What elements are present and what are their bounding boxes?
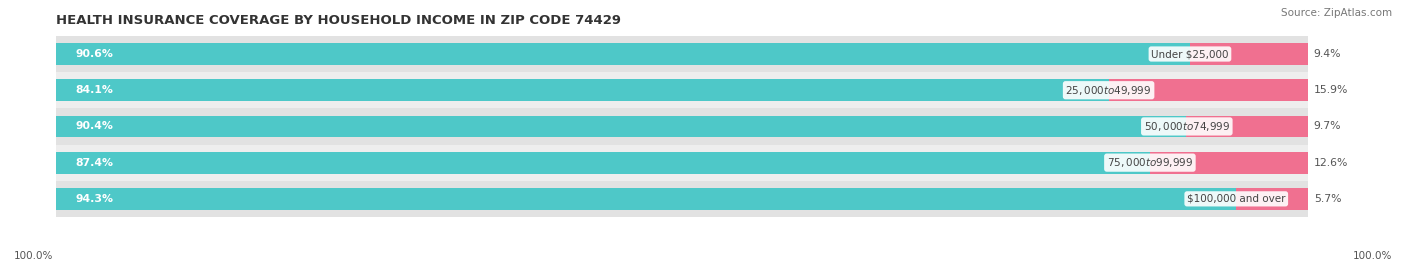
Bar <box>56 188 1236 210</box>
Text: HEALTH INSURANCE COVERAGE BY HOUSEHOLD INCOME IN ZIP CODE 74429: HEALTH INSURANCE COVERAGE BY HOUSEHOLD I… <box>56 14 621 27</box>
Bar <box>56 152 1150 174</box>
Bar <box>1150 152 1308 174</box>
Bar <box>56 79 1108 101</box>
Bar <box>1108 79 1308 101</box>
Text: Source: ZipAtlas.com: Source: ZipAtlas.com <box>1281 8 1392 18</box>
Text: $50,000 to $74,999: $50,000 to $74,999 <box>1143 120 1230 133</box>
Text: 5.7%: 5.7% <box>1313 194 1341 204</box>
Text: $100,000 and over: $100,000 and over <box>1187 194 1285 204</box>
Text: 94.3%: 94.3% <box>75 194 112 204</box>
Text: 100.0%: 100.0% <box>14 251 53 261</box>
Text: 90.6%: 90.6% <box>75 49 112 59</box>
Text: 90.4%: 90.4% <box>75 121 112 132</box>
Text: 12.6%: 12.6% <box>1313 158 1348 168</box>
Bar <box>56 144 1308 181</box>
Bar <box>56 72 1308 108</box>
Text: 9.7%: 9.7% <box>1313 121 1341 132</box>
Text: $25,000 to $49,999: $25,000 to $49,999 <box>1066 84 1152 97</box>
Bar <box>1189 43 1308 65</box>
Bar <box>56 181 1308 217</box>
Text: 15.9%: 15.9% <box>1313 85 1348 95</box>
Text: 84.1%: 84.1% <box>75 85 112 95</box>
Text: 9.4%: 9.4% <box>1313 49 1341 59</box>
Bar <box>56 116 1188 137</box>
Text: 100.0%: 100.0% <box>1353 251 1392 261</box>
Text: $75,000 to $99,999: $75,000 to $99,999 <box>1107 156 1194 169</box>
Bar <box>56 36 1308 72</box>
Text: 87.4%: 87.4% <box>75 158 112 168</box>
Bar <box>1236 188 1308 210</box>
Bar <box>1187 116 1308 137</box>
Bar <box>56 108 1308 144</box>
Text: Under $25,000: Under $25,000 <box>1152 49 1229 59</box>
Bar <box>56 43 1189 65</box>
